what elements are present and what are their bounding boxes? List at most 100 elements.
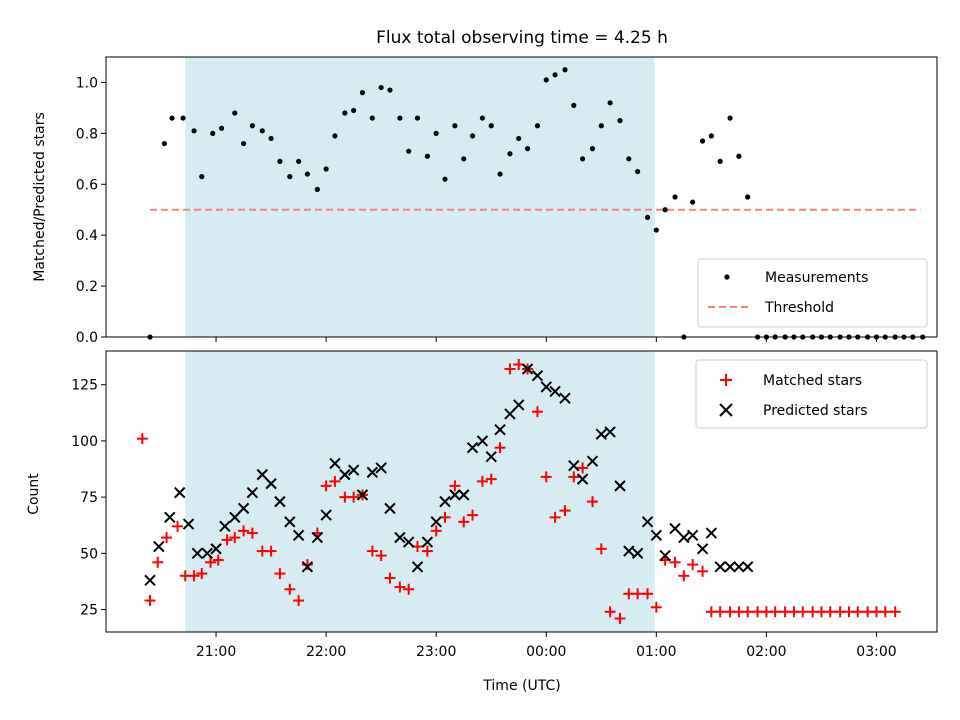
measurement-point — [240, 140, 247, 147]
predicted-star-point — [394, 531, 406, 544]
bottom-y-tick-label: 25 — [80, 603, 98, 619]
predicted-star-point — [265, 477, 277, 490]
top-y-tick-label: 1.0 — [76, 75, 98, 91]
predicted-star-point — [458, 489, 470, 501]
measurement-point — [534, 123, 541, 129]
top-y-tick-label: 0.0 — [76, 330, 98, 346]
matched-star-point — [384, 572, 396, 584]
top-y-tick-label: 0.4 — [76, 228, 98, 244]
measurement-point — [488, 123, 494, 129]
measurement-point — [210, 130, 216, 136]
predicted-star-point — [339, 468, 351, 481]
matched-star-point — [678, 570, 690, 582]
bottom-y-tick-label: 50 — [80, 546, 98, 562]
predicted-x-b — [733, 561, 745, 573]
predicted-star-point — [513, 399, 525, 411]
predicted-x-b — [191, 547, 204, 560]
predicted-star-point — [494, 423, 506, 436]
predicted-star-point — [595, 428, 608, 440]
predicted-x-b — [174, 486, 186, 499]
predicted-x-b — [394, 531, 406, 544]
predicted-star-point — [724, 561, 736, 573]
predicted-x-b — [604, 426, 616, 438]
matched-star-point — [669, 556, 681, 568]
measurement-point — [699, 138, 706, 144]
matched-star-point — [188, 570, 200, 582]
measurement-point — [332, 133, 338, 139]
predicted-x-b — [504, 408, 516, 420]
predicted-x-b — [531, 370, 544, 382]
predicted-x-b — [265, 477, 277, 490]
matched-star-point — [152, 556, 164, 568]
predicted-star-point — [356, 489, 369, 501]
matched-star-point — [824, 606, 836, 618]
measurement-point — [479, 115, 486, 121]
matched-star-point — [504, 363, 516, 375]
predicted-x-b — [623, 545, 635, 557]
measurement-point — [571, 102, 577, 108]
predicted-star-point — [329, 457, 341, 470]
top-y-tick-label: 0.2 — [76, 279, 98, 295]
legend-matched-label: Matched stars — [763, 373, 862, 389]
measurement-point — [277, 158, 283, 164]
bottom-x-tick-label: 23:00 — [416, 644, 456, 660]
measurement-point — [579, 156, 586, 162]
predicted-star-point — [641, 516, 654, 528]
predicted-x-b — [614, 480, 626, 492]
measurement-point — [736, 153, 742, 159]
measurement-point — [359, 90, 366, 96]
predicted-star-point — [144, 574, 156, 587]
matched-star-point — [714, 606, 726, 618]
matched-star-point — [604, 606, 616, 618]
predicted-star-point — [164, 511, 176, 524]
measurement-point — [507, 151, 513, 157]
measurement-point — [644, 214, 651, 220]
measurement-point — [424, 153, 430, 159]
predicted-x-b — [301, 561, 314, 573]
measurement-point — [469, 133, 476, 139]
predicted-x-b — [669, 522, 681, 535]
measurement-point — [672, 194, 678, 200]
predicted-star-point — [568, 459, 580, 472]
matched-star-point — [449, 480, 461, 492]
measurement-point — [191, 128, 197, 134]
predicted-x-b — [549, 385, 561, 398]
matched-star-point — [430, 525, 442, 537]
predicted-x-b — [210, 543, 222, 555]
predicted-star-point — [614, 480, 626, 492]
predicted-x-b — [458, 489, 470, 501]
predicted-star-point — [311, 531, 324, 544]
predicted-star-point — [650, 529, 663, 542]
predicted-star-point — [678, 531, 690, 544]
predicted-star-point — [174, 486, 186, 499]
matched-star-point — [485, 473, 497, 485]
measurement-point — [524, 146, 531, 152]
measurement-point — [378, 84, 384, 91]
measurement-point — [287, 174, 293, 180]
predicted-star-point — [686, 529, 699, 542]
bottom-legend-box — [695, 359, 928, 429]
measurement-point — [461, 156, 467, 162]
matched-star-point — [274, 568, 286, 580]
bottom-x-tick-label: 22:00 — [306, 644, 346, 660]
top-axes-frame — [105, 56, 938, 338]
predicted-x-b — [714, 561, 726, 573]
top-series — [147, 67, 926, 340]
measurement-point — [314, 186, 320, 192]
predicted-star-point — [733, 561, 745, 573]
predicted-x-b — [375, 462, 387, 474]
top-y-axis-label: Matched/Predicted stars — [32, 112, 48, 282]
predicted-x-b — [237, 502, 250, 515]
predicted-x-b — [476, 435, 489, 447]
measurement-point — [387, 87, 393, 93]
predicted-x-b — [568, 459, 580, 472]
measurement-point — [296, 158, 302, 164]
predicted-x-b — [466, 441, 479, 454]
matched-star-point — [238, 525, 250, 537]
matched-star-point — [568, 471, 580, 483]
measurement-point — [717, 158, 723, 164]
measurement-point — [442, 176, 448, 182]
bottom-x-tick-label: 21:00 — [196, 644, 236, 660]
predicted-star-point — [284, 516, 296, 528]
predicted-star-point — [521, 363, 534, 375]
